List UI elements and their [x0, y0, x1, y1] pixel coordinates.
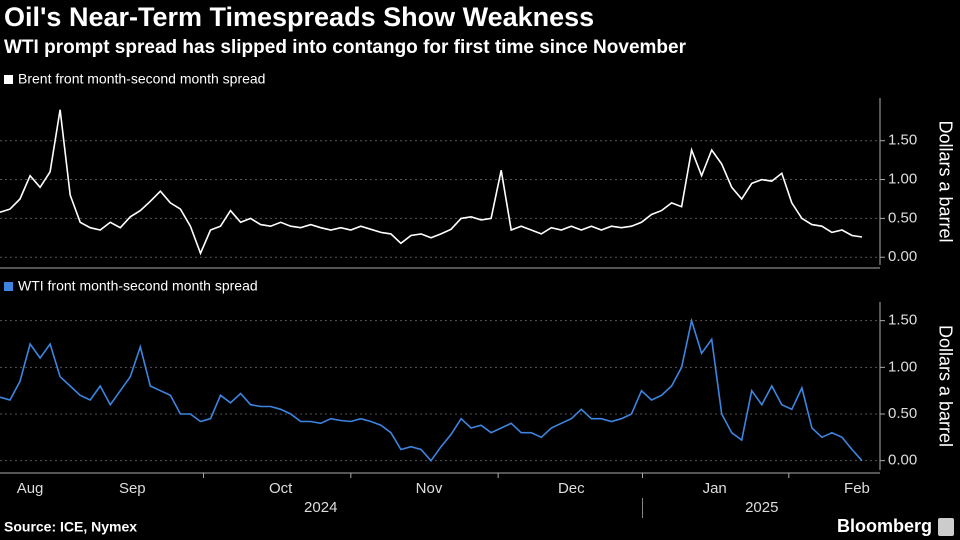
y-tick-label: 0.50 [888, 405, 917, 422]
source: Source: ICE, Nymex [4, 519, 137, 535]
y-tick-label: 0.00 [888, 248, 917, 265]
y-tick-label: 1.00 [888, 358, 917, 375]
legend-label: Brent front month-second month spread [18, 71, 265, 87]
series-line [0, 317, 863, 462]
year-label: 2025 [745, 499, 778, 516]
y-tick-label: 1.50 [888, 312, 917, 329]
legend-swatch [4, 282, 13, 291]
legend-swatch [4, 75, 13, 84]
title: Oil's Near-Term Timespreads Show Weaknes… [4, 2, 594, 32]
y-axis-label: Dollars a barrel [935, 325, 955, 447]
y-tick-label: 1.00 [888, 171, 917, 188]
x-tick-label: Aug [17, 480, 44, 497]
x-tick-label: Sep [119, 480, 146, 497]
series-line [0, 109, 863, 256]
y-tick-label: 0.50 [888, 209, 917, 226]
subtitle: WTI prompt spread has slipped into conta… [4, 37, 687, 58]
x-tick-label: Oct [269, 480, 293, 497]
x-tick-label: Dec [558, 480, 585, 497]
brand-icon [938, 518, 954, 536]
x-tick-label: Feb [844, 480, 870, 497]
y-tick-label: 1.50 [888, 132, 917, 149]
brand: Bloomberg [837, 516, 932, 536]
x-tick-label: Jan [703, 480, 727, 497]
x-tick-label: Nov [416, 480, 443, 497]
y-axis-label: Dollars a barrel [935, 120, 955, 242]
legend-label: WTI front month-second month spread [18, 278, 258, 294]
y-tick-label: 0.00 [888, 452, 917, 469]
year-label: 2024 [304, 499, 337, 516]
